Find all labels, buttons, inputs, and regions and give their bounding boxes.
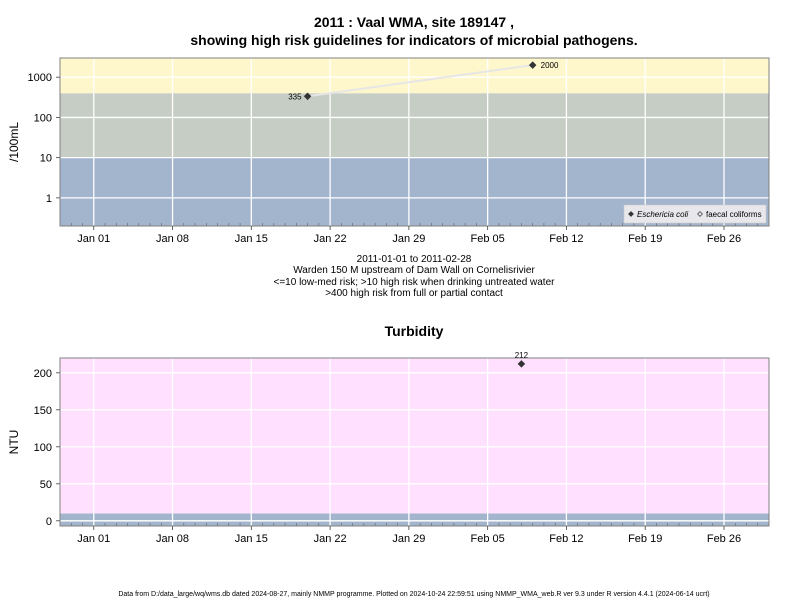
- risk-band-1: [60, 358, 769, 514]
- x-tick-label: Feb 12: [549, 533, 583, 545]
- data-point: [303, 92, 312, 101]
- series-connector: [307, 64, 533, 98]
- turbidity-panel: Jan 01 Jan 08 Jan 15 Jan 22 Jan 29 Feb 05 Feb …: [7, 351, 770, 545]
- risk-band-0: [60, 513, 769, 526]
- y-tick-label: 150: [34, 405, 52, 417]
- chart-subtitle: showing high risk guidelines for indicat…: [190, 32, 637, 48]
- y-axis-label: NTU: [7, 430, 21, 455]
- footer-note: Data from D:/data_large/wq/wms.db dated …: [118, 591, 709, 598]
- legend-marker: [697, 211, 703, 217]
- data-label: 212: [515, 351, 529, 360]
- x-tick-label: Jan 01: [77, 533, 110, 545]
- x-tick-label: Feb 12: [549, 233, 583, 245]
- data-label: 335: [288, 92, 302, 101]
- y-tick-label: 1000: [28, 72, 52, 84]
- y-tick-label: 10: [40, 153, 52, 165]
- y-tick-label: 50: [40, 479, 52, 491]
- data-point: [528, 61, 537, 69]
- x-tick-label: Feb 26: [707, 533, 741, 545]
- y-axis-label: /100mL: [7, 122, 21, 162]
- x-tick-label: Feb 05: [471, 233, 505, 245]
- x-tick-label: Jan 08: [156, 533, 189, 545]
- risk-band-1: [60, 93, 769, 158]
- x-tick-label: Jan 08: [156, 233, 189, 245]
- x-tick-label: Feb 05: [471, 533, 505, 545]
- caption-line-2: Warden 150 M upstream of Dam Wall on Cor…: [293, 265, 535, 276]
- chart-title: 2011 : Vaal WMA, site 189147 ,: [314, 14, 514, 30]
- y-tick-label: 1: [46, 193, 52, 205]
- risk-band-2: [60, 58, 769, 94]
- y-tick-label: 100: [34, 112, 52, 124]
- caption-line-4: >400 high risk from full or partial cont…: [325, 288, 503, 299]
- microbial-panel: Jan 01 Jan 08 Jan 15 Jan 22 Jan 29 Feb 05 Feb …: [7, 57, 770, 245]
- caption-line-1: 2011-01-01 to 2011-02-28: [357, 254, 472, 265]
- data-point: [517, 360, 526, 368]
- y-tick-label: 100: [34, 442, 52, 454]
- plot-frame: [59, 57, 770, 227]
- x-tick-label: Jan 22: [314, 233, 347, 245]
- legend-marker: [628, 211, 634, 217]
- x-tick-label: Feb 19: [628, 233, 662, 245]
- legend-label: faecal coliforms: [706, 210, 762, 219]
- x-tick-label: Feb 19: [628, 533, 662, 545]
- x-tick-label: Jan 29: [392, 233, 425, 245]
- plot-frame: [59, 357, 770, 527]
- x-tick-label: Jan 01: [77, 233, 110, 245]
- caption-line-3: <=10 low-med risk; >10 high risk when dr…: [274, 277, 556, 288]
- legend-label: Eschericia coli: [637, 210, 688, 219]
- x-tick-label: Jan 15: [235, 233, 268, 245]
- turbidity-title: Turbidity: [385, 323, 444, 339]
- y-tick-label: 200: [34, 368, 52, 380]
- x-tick-label: Jan 29: [392, 533, 425, 545]
- x-tick-label: Jan 15: [235, 533, 268, 545]
- y-tick-label: 0: [46, 516, 52, 528]
- legend-box: [623, 204, 767, 224]
- x-tick-label: Jan 22: [314, 533, 347, 545]
- x-tick-label: Feb 26: [707, 233, 741, 245]
- data-label: 2000: [541, 61, 559, 70]
